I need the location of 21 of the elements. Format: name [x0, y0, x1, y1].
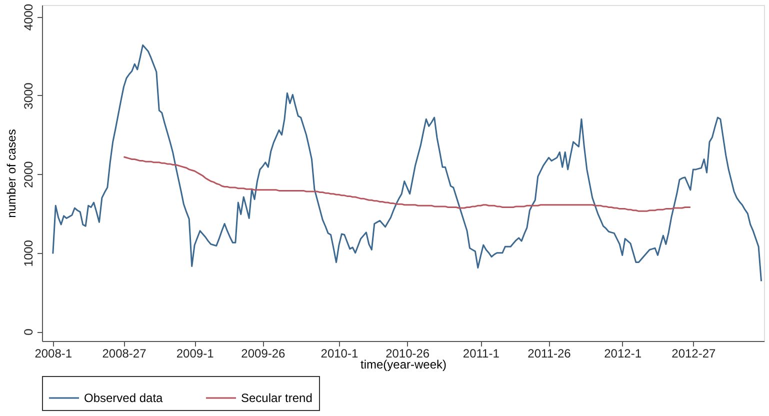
line-series: [122, 156, 692, 212]
legend-label: Secular trend: [241, 391, 312, 405]
y-tick-label: 1000: [22, 240, 36, 267]
x-tick-label: 2012-1: [604, 346, 642, 360]
line-series: [52, 44, 762, 282]
x-tick-label: 2010-26: [386, 346, 430, 360]
x-tick-label: 2012-27: [672, 346, 716, 360]
y-tick-label: 3000: [22, 82, 36, 110]
x-tick-label: 2008-27: [102, 346, 147, 360]
x-tick-label: 2011-26: [528, 346, 572, 360]
x-tick-label: 2009-1: [176, 346, 214, 360]
y-tick-label: 2000: [22, 161, 36, 188]
y-tick-label: 0: [22, 328, 36, 336]
x-axis-title: time(year-week): [360, 358, 447, 372]
y-tick-label: 4000: [22, 4, 36, 31]
x-tick-label: 2011-1: [462, 346, 500, 360]
legend-label: Observed data: [84, 391, 164, 405]
x-tick-label: 2009-26: [241, 346, 286, 360]
y-axis-title: number of cases: [4, 129, 18, 218]
x-tick-label: 2008-1: [34, 346, 72, 360]
x-tick-label: 2010-1: [320, 346, 358, 360]
